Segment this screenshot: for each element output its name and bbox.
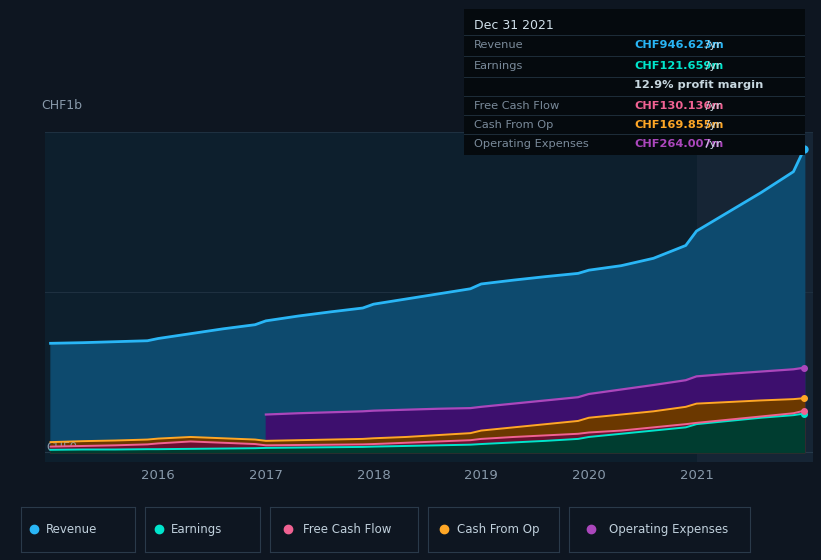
- Text: CHF1b: CHF1b: [41, 99, 82, 112]
- Text: Free Cash Flow: Free Cash Flow: [303, 522, 391, 536]
- Text: Revenue: Revenue: [474, 40, 524, 50]
- Text: Earnings: Earnings: [171, 522, 222, 536]
- Text: Cash From Op: Cash From Op: [474, 120, 553, 130]
- Text: Operating Expenses: Operating Expenses: [608, 522, 728, 536]
- Text: /yr: /yr: [702, 139, 721, 148]
- Text: Operating Expenses: Operating Expenses: [474, 139, 589, 148]
- Text: Free Cash Flow: Free Cash Flow: [474, 101, 559, 111]
- Text: CHF946.623m: CHF946.623m: [635, 40, 724, 50]
- Text: /yr: /yr: [702, 60, 721, 71]
- Text: CHF264.007m: CHF264.007m: [635, 139, 723, 148]
- Text: /yr: /yr: [702, 40, 721, 50]
- Text: CHF169.855m: CHF169.855m: [635, 120, 723, 130]
- Text: CHF130.136m: CHF130.136m: [635, 101, 723, 111]
- Text: CHF0: CHF0: [47, 441, 78, 454]
- Text: Cash From Op: Cash From Op: [456, 522, 539, 536]
- Text: CHF121.659m: CHF121.659m: [635, 60, 723, 71]
- Text: 12.9% profit margin: 12.9% profit margin: [635, 80, 764, 90]
- Text: /yr: /yr: [702, 101, 721, 111]
- Text: Revenue: Revenue: [46, 522, 97, 536]
- Bar: [696, 132, 820, 462]
- Text: Dec 31 2021: Dec 31 2021: [474, 19, 554, 32]
- Text: Earnings: Earnings: [474, 60, 524, 71]
- Text: /yr: /yr: [702, 120, 721, 130]
